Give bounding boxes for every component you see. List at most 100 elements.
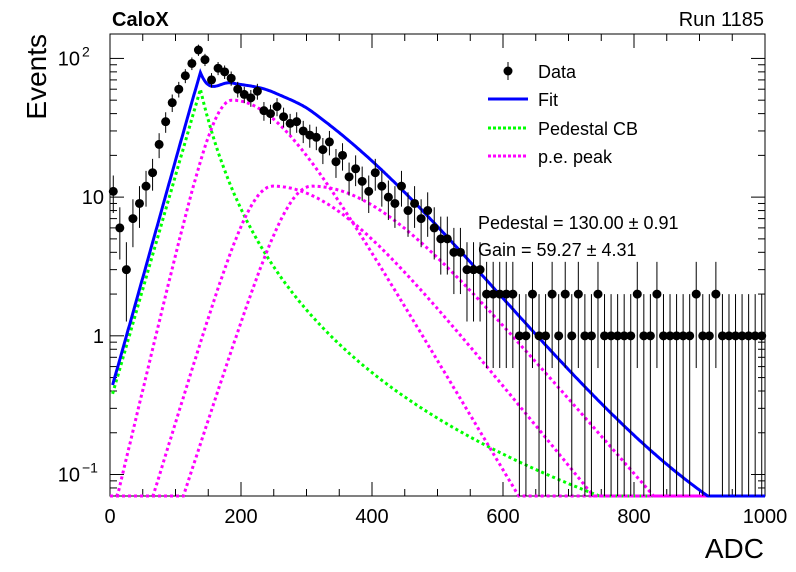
data-point (108, 175, 118, 213)
data-point-marker (148, 168, 158, 178)
data-point (639, 294, 649, 496)
data-point (246, 89, 256, 107)
data-point-marker (685, 331, 695, 341)
data-point (383, 180, 393, 221)
data-point (658, 294, 668, 496)
data-point (187, 57, 197, 71)
x-axis-label: ADC (705, 533, 764, 564)
data-point-marker (331, 157, 341, 167)
data-point-marker (226, 73, 236, 83)
data-point-marker (639, 331, 649, 341)
data-point (645, 294, 655, 496)
header-left-label: CaloX (112, 9, 169, 31)
data-point-marker (449, 247, 459, 257)
data-point-marker (455, 247, 465, 257)
data-point-marker (318, 145, 328, 155)
data-point-marker (482, 289, 492, 299)
data-point-marker (220, 67, 230, 77)
pe-peak-curve-1 (110, 98, 765, 498)
data-point-marker (246, 93, 256, 103)
data-point (351, 155, 361, 187)
data-point-marker (613, 331, 623, 341)
data-point-marker (469, 265, 479, 275)
data-point-marker (292, 117, 302, 127)
data-point (665, 294, 675, 496)
data-point-marker (174, 84, 184, 94)
data-point (534, 294, 544, 496)
data-point (436, 216, 446, 275)
y-tick-base: 10 (82, 187, 104, 209)
data-point-marker (272, 102, 282, 112)
data-point (600, 294, 610, 496)
data-point-marker (717, 331, 727, 341)
data-point (704, 294, 714, 496)
data-point-marker (554, 331, 564, 341)
data-point (731, 294, 741, 496)
legend-label-pe-peak: p.e. peak (538, 147, 613, 167)
data-point-marker (396, 181, 406, 191)
data-point (521, 294, 531, 496)
data-point-marker (324, 137, 334, 147)
data-point-marker (567, 331, 577, 341)
data-point-marker (626, 331, 636, 341)
data-point-marker (632, 289, 642, 299)
data-point (141, 170, 151, 207)
data-point-marker (442, 234, 452, 244)
data-point-marker (344, 172, 354, 182)
data-point-marker (141, 181, 151, 191)
x-tick-label: 800 (617, 506, 650, 528)
data-point (311, 126, 321, 151)
data-point (554, 294, 564, 496)
data-point-marker (265, 109, 275, 119)
data-point (717, 294, 727, 496)
x-tick-label: 400 (355, 506, 388, 528)
data-point (292, 112, 302, 133)
data-point (396, 170, 406, 207)
data-point (180, 69, 190, 84)
data-point-marker (154, 139, 164, 149)
data-point-marker (744, 331, 754, 341)
fit-curves (110, 68, 765, 498)
data-point (298, 120, 308, 144)
data-point-marker (233, 84, 243, 94)
data-point-marker (560, 289, 570, 299)
data-point-marker (351, 164, 361, 174)
data-point (416, 199, 426, 248)
legend-label-fit: Fit (538, 90, 558, 110)
data-point (757, 294, 767, 496)
data-point-marker (207, 75, 217, 85)
fit-stat-gain: Gain = 59.27 ± 4.31 (478, 240, 637, 260)
data-point-marker (357, 176, 367, 186)
data-point (148, 158, 158, 191)
data-point-marker (108, 186, 118, 196)
data-point (652, 261, 662, 369)
y-tick-label: 10 (82, 187, 104, 209)
data-point-marker (645, 331, 655, 341)
data-point (370, 158, 380, 191)
data-point (541, 294, 551, 496)
data-point (580, 294, 590, 496)
data-point (220, 65, 230, 80)
data-point-marker (704, 331, 714, 341)
data-point (338, 143, 348, 171)
data-point (200, 53, 210, 67)
data-point-marker (521, 331, 531, 341)
data-point (154, 133, 164, 159)
data-point-marker (508, 289, 518, 299)
data-point (488, 261, 498, 369)
data-point (455, 227, 465, 295)
data-point-marker (750, 331, 760, 341)
data-point (167, 94, 177, 113)
data-point (547, 261, 557, 369)
data-point (429, 207, 439, 260)
data-point-marker (200, 55, 210, 65)
data-point-marker (495, 289, 505, 299)
data-point-marker (573, 289, 583, 299)
data-point-marker (698, 331, 708, 341)
data-point-marker (364, 186, 374, 196)
data-point-marker (115, 223, 125, 233)
data-point-marker (600, 331, 610, 341)
data-point (724, 294, 734, 496)
data-point-marker (665, 331, 675, 341)
